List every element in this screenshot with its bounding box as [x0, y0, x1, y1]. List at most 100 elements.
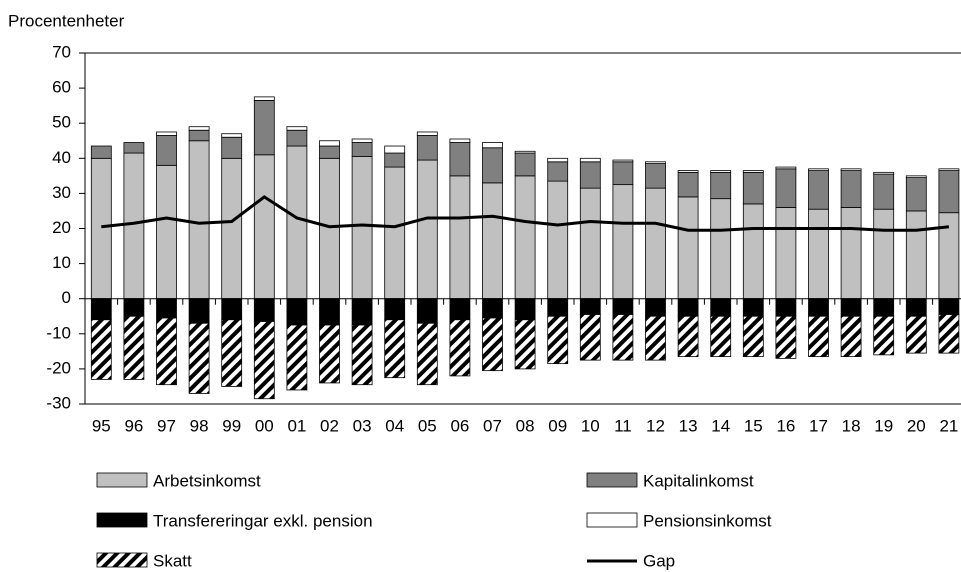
bar-segment: [775, 166, 797, 170]
bar-segment: [612, 314, 634, 361]
bar-segment: [319, 298, 340, 326]
y-tick-label: -10: [46, 323, 71, 342]
bar-segment: [123, 152, 145, 300]
bar-segment: [840, 207, 862, 300]
x-tick-label: 04: [385, 416, 404, 435]
bar-segment: [775, 207, 797, 300]
y-tick-label: 60: [52, 78, 71, 97]
bar-segment: [905, 315, 927, 354]
bar-segment: [351, 138, 373, 143]
bar-segment: [156, 298, 177, 319]
bar-segment: [449, 142, 471, 177]
bar-segment: [351, 298, 373, 326]
bar-segment: [221, 319, 243, 387]
bar-segment: [677, 196, 699, 300]
bar-segment: [449, 175, 471, 300]
x-tick-label: 01: [287, 416, 306, 435]
y-tick-label: 0: [62, 288, 71, 307]
bar-segment: [188, 140, 210, 300]
bar-segment: [840, 170, 862, 208]
bar-segment: [645, 315, 666, 361]
bar-segment: [253, 154, 275, 300]
x-tick-label: 17: [809, 416, 828, 435]
bar-segment: [482, 147, 503, 184]
bar-segment: [123, 298, 145, 317]
bar-segment: [710, 315, 732, 358]
x-tick-label: 99: [222, 416, 241, 435]
x-tick-label: 21: [939, 416, 958, 435]
bar-segment: [742, 171, 764, 205]
bar-segment: [579, 161, 601, 189]
bar-segment: [840, 168, 862, 171]
bar-segment: [482, 298, 503, 319]
x-tick-label: 98: [190, 416, 209, 435]
bar-segment: [645, 163, 666, 189]
bar-segment: [710, 198, 732, 300]
legend-swatch: [586, 472, 638, 488]
bar-segment: [449, 319, 471, 377]
bar-segment: [188, 322, 210, 394]
bar-segment: [449, 138, 471, 143]
bar-segment: [873, 171, 895, 175]
bar-segment: [579, 314, 601, 361]
bar-segment: [938, 298, 960, 315]
x-tick-label: 95: [92, 416, 111, 435]
y-tick-label: 10: [52, 253, 71, 272]
bar-segment: [677, 315, 699, 358]
bar-segment: [775, 168, 797, 208]
bar-segment: [188, 298, 210, 324]
bar-segment: [677, 298, 699, 317]
y-tick-label: 40: [52, 148, 71, 167]
bar-segment: [286, 324, 308, 391]
x-tick-label: 16: [776, 416, 795, 435]
bar-segment: [905, 298, 927, 317]
bar-segment: [319, 157, 340, 300]
bar-segment: [612, 184, 634, 300]
bar-segment: [90, 145, 112, 159]
bar-segment: [156, 164, 177, 300]
bar-segment: [123, 142, 145, 154]
legend-label: Transfereringar exkl. pension: [153, 511, 373, 530]
bar-segment: [286, 298, 308, 326]
x-tick-label: 20: [907, 416, 926, 435]
bar-segment: [319, 324, 340, 384]
bar-segment: [221, 157, 243, 300]
bar-segment: [319, 145, 340, 159]
bar-segment: [547, 157, 569, 163]
bar-segment: [253, 96, 275, 101]
gap-line: [101, 195, 950, 232]
x-tick-label: 11: [614, 416, 632, 435]
bar-segment: [253, 321, 275, 400]
bar-segment: [514, 152, 536, 177]
bar-segment: [808, 298, 829, 317]
x-tick-label: 13: [679, 416, 698, 435]
bar-segment: [514, 319, 536, 370]
bar-segment: [514, 175, 536, 300]
y-tick-label: 20: [52, 218, 71, 237]
y-tick-label: 70: [52, 42, 71, 61]
bar-segment: [742, 315, 764, 358]
legend-label: Pensionsinkomst: [643, 511, 772, 530]
y-tick-label: -30: [46, 393, 71, 412]
x-tick-label: 96: [124, 416, 143, 435]
bar-segment: [710, 298, 732, 317]
bar-segment: [808, 208, 829, 300]
bar-segment: [188, 126, 210, 131]
bar-segment: [156, 135, 177, 166]
bar-segment: [742, 170, 764, 173]
legend-swatch: [96, 552, 148, 568]
bar-segment: [286, 129, 308, 147]
bar-segment: [808, 170, 829, 210]
bar-segment: [612, 159, 634, 163]
bar-segment: [579, 187, 601, 300]
bar-segment: [873, 315, 895, 356]
bar-segment: [612, 298, 634, 315]
bar-segment: [156, 317, 177, 386]
legend-swatch: [586, 512, 638, 528]
bar-segment: [677, 171, 699, 198]
bar-segment: [221, 298, 243, 321]
x-tick-label: 14: [711, 416, 730, 435]
bar-segment: [449, 298, 471, 321]
x-tick-label: 19: [874, 416, 893, 435]
legend-label: Arbetsinkomst: [153, 471, 261, 490]
